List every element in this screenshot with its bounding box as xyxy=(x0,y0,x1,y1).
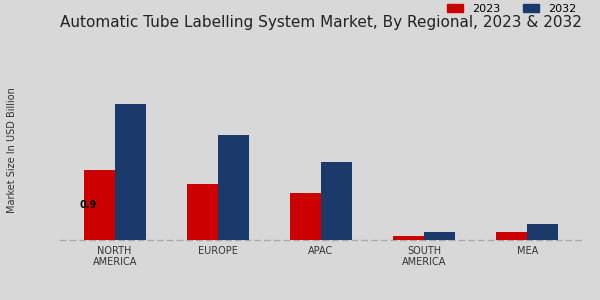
Legend: 2023, 2032: 2023, 2032 xyxy=(446,4,577,14)
Bar xyxy=(527,224,558,240)
Bar xyxy=(187,184,218,240)
Bar xyxy=(290,193,321,240)
Bar xyxy=(84,170,115,240)
Text: Automatic Tube Labelling System Market, By Regional, 2023 & 2032: Automatic Tube Labelling System Market, … xyxy=(60,15,582,30)
Bar xyxy=(496,232,527,240)
Text: 0.9: 0.9 xyxy=(80,200,97,210)
Text: Market Size In USD Billion: Market Size In USD Billion xyxy=(7,87,17,213)
Bar xyxy=(115,103,146,240)
Bar xyxy=(424,232,455,240)
Bar xyxy=(321,162,352,240)
Bar xyxy=(393,236,424,240)
Bar xyxy=(218,135,249,240)
